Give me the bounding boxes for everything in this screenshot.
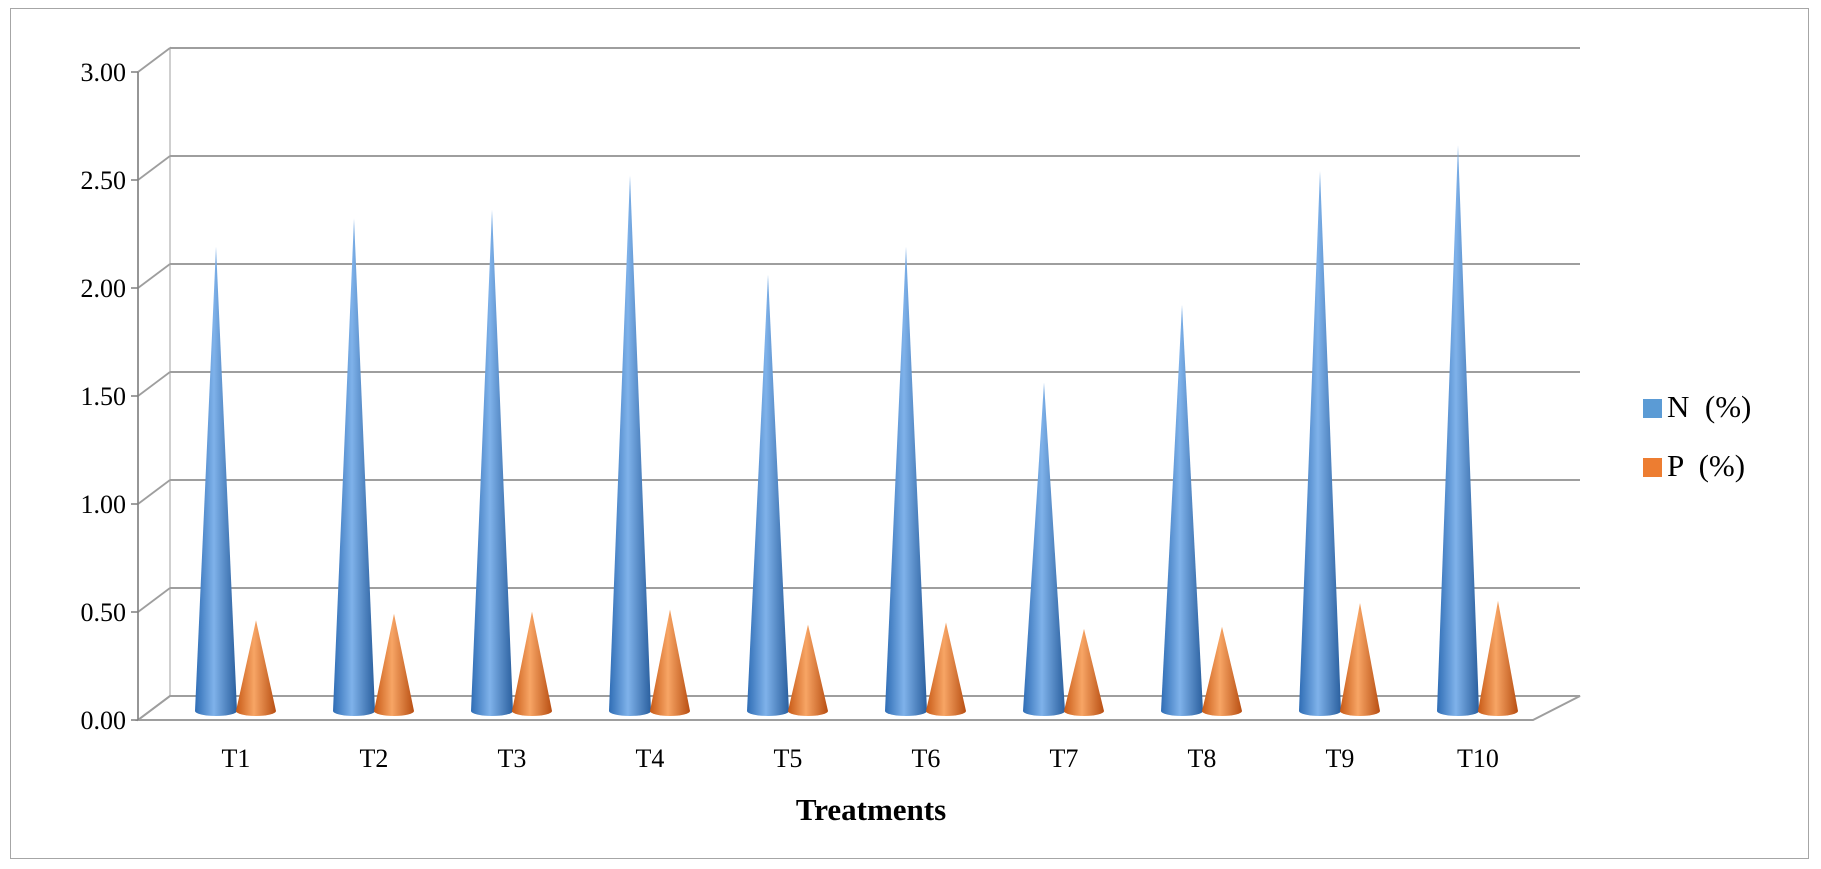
x-axis-ticks: T1 T2 T3 T4 T5 T6 T7 T8 T9 T10 bbox=[222, 744, 1499, 773]
gridline-depth bbox=[137, 587, 171, 613]
y-tick-label: 2.00 bbox=[81, 274, 127, 303]
cone-p-body bbox=[1340, 603, 1380, 716]
y-tick-label: 0.00 bbox=[81, 706, 127, 735]
cone-n-body bbox=[1299, 171, 1341, 716]
x-tick-label: T5 bbox=[774, 744, 803, 773]
x-tick-label: T4 bbox=[636, 744, 665, 773]
cone-p-body bbox=[236, 620, 276, 716]
legend-swatch bbox=[1643, 458, 1662, 477]
cone-p bbox=[650, 609, 690, 716]
cone-p-body bbox=[1202, 626, 1242, 716]
cone-p-body bbox=[374, 613, 414, 716]
cone-n-body bbox=[1161, 304, 1203, 716]
cone-p bbox=[1064, 628, 1104, 716]
gridline-depth bbox=[137, 47, 171, 73]
data-cones bbox=[195, 145, 1518, 716]
cone-n bbox=[1437, 145, 1479, 716]
cone-p bbox=[788, 624, 828, 716]
cone-p-body bbox=[1478, 600, 1518, 716]
x-tick-label: T6 bbox=[912, 744, 941, 773]
x-tick-label: T10 bbox=[1457, 744, 1499, 773]
cone-n-body bbox=[333, 218, 375, 716]
cone-p-body bbox=[926, 622, 966, 716]
cone-p-body bbox=[512, 611, 552, 716]
gridline-depth bbox=[137, 155, 171, 181]
cone-p-body bbox=[1064, 628, 1104, 716]
x-tick-label: T1 bbox=[222, 744, 251, 773]
cone-p bbox=[926, 622, 966, 716]
legend: N (%) P (%) bbox=[1643, 389, 1751, 483]
cone-n bbox=[333, 218, 375, 716]
cone-n bbox=[1299, 171, 1341, 716]
cone-p-body bbox=[650, 609, 690, 716]
cone-n-body bbox=[609, 175, 651, 716]
x-tick-label: T3 bbox=[498, 744, 527, 773]
gridline-depth bbox=[137, 479, 171, 505]
cone-n-body bbox=[885, 246, 927, 716]
gridlines bbox=[137, 47, 1580, 721]
gridline-depth bbox=[137, 371, 171, 397]
y-tick-label: 2.50 bbox=[81, 166, 127, 195]
gridline-depth bbox=[137, 263, 171, 289]
cone-n bbox=[1161, 304, 1203, 716]
cone-n-body bbox=[747, 274, 789, 716]
legend-label: N (%) bbox=[1667, 389, 1751, 424]
y-tick-label: 1.00 bbox=[81, 490, 127, 519]
x-axis-label: Treatments bbox=[796, 792, 946, 827]
cone-n bbox=[195, 246, 237, 716]
cone-p bbox=[374, 613, 414, 716]
y-tick-label: 0.50 bbox=[81, 598, 127, 627]
cone-n-body bbox=[195, 246, 237, 716]
legend-label: P (%) bbox=[1667, 448, 1745, 483]
cone-n-body bbox=[1023, 382, 1065, 716]
cone-n bbox=[471, 209, 513, 716]
y-axis-ticks: 0.00 0.50 1.00 1.50 2.00 2.50 3.00 bbox=[81, 58, 139, 735]
cone-p bbox=[1340, 603, 1380, 716]
y-tick-label: 3.00 bbox=[81, 58, 127, 87]
x-tick-label: T2 bbox=[360, 744, 389, 773]
cone-p bbox=[1478, 600, 1518, 716]
cone-n-body bbox=[471, 209, 513, 716]
y-tick-label: 1.50 bbox=[81, 382, 127, 411]
cone-p bbox=[512, 611, 552, 716]
x-tick-label: T8 bbox=[1188, 744, 1217, 773]
cone-p-body bbox=[788, 624, 828, 716]
cone-n bbox=[609, 175, 651, 716]
cone-p bbox=[1202, 626, 1242, 716]
cone-n bbox=[1023, 382, 1065, 716]
legend-swatch bbox=[1643, 399, 1662, 418]
cone-p bbox=[236, 620, 276, 716]
cone-n bbox=[885, 246, 927, 716]
cone-n-body bbox=[1437, 145, 1479, 716]
x-tick-label: T9 bbox=[1326, 744, 1355, 773]
x-tick-label: T7 bbox=[1050, 744, 1079, 773]
gridline-depth bbox=[137, 695, 171, 721]
cone-n bbox=[747, 274, 789, 716]
